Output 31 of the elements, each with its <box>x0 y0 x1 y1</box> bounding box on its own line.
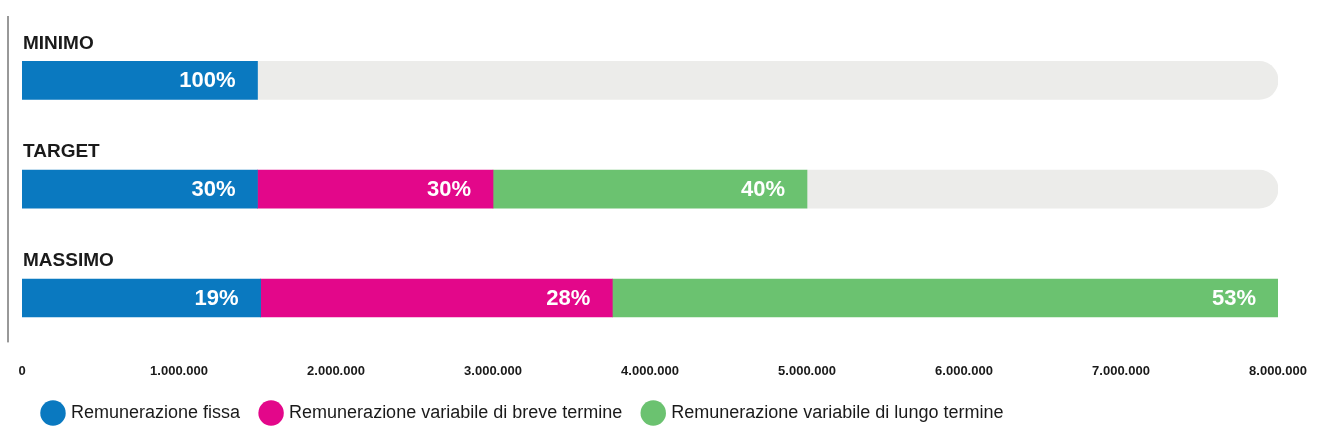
bar <box>806 169 1278 209</box>
annotation: 40% <box>740 176 785 202</box>
bar <box>22 169 258 209</box>
x-tick-label: 3.000.000 <box>464 362 522 378</box>
x-tick-label: 1.000.000 <box>150 362 208 378</box>
x-tick-label: 0 <box>18 362 26 378</box>
annotation: 30% <box>426 176 471 202</box>
annotation: 19% <box>194 285 239 311</box>
legend-label: Remunerazione variabile di lungo termine <box>671 401 1004 422</box>
x-tick-label: 5.000.000 <box>778 362 836 378</box>
x-tick-label: 4.000.000 <box>621 362 679 378</box>
bar <box>260 278 613 318</box>
bar <box>257 61 1278 100</box>
y-tick-label: MASSIMO <box>23 249 114 271</box>
x-tick-label: 7.000.000 <box>1092 362 1150 378</box>
legend-label: Remunerazione variabile di breve termine <box>289 401 623 422</box>
y-tick-label: TARGET <box>23 140 101 162</box>
bar <box>22 278 261 318</box>
bar <box>22 61 258 100</box>
x-tick-label: 2.000.000 <box>307 362 365 378</box>
annotation: 53% <box>1211 285 1256 311</box>
annotation: 28% <box>546 285 591 311</box>
bar <box>492 169 808 209</box>
bar <box>257 169 494 209</box>
x-tick-label: 8.000.000 <box>1249 362 1307 378</box>
y-tick-label: MINIMO <box>23 31 94 53</box>
bar <box>611 278 1278 318</box>
legend-label: Remunerazione fissa <box>71 401 242 422</box>
x-tick-label: 6.000.000 <box>935 362 993 378</box>
annotation: 100% <box>179 67 236 93</box>
annotation: 30% <box>191 176 236 202</box>
